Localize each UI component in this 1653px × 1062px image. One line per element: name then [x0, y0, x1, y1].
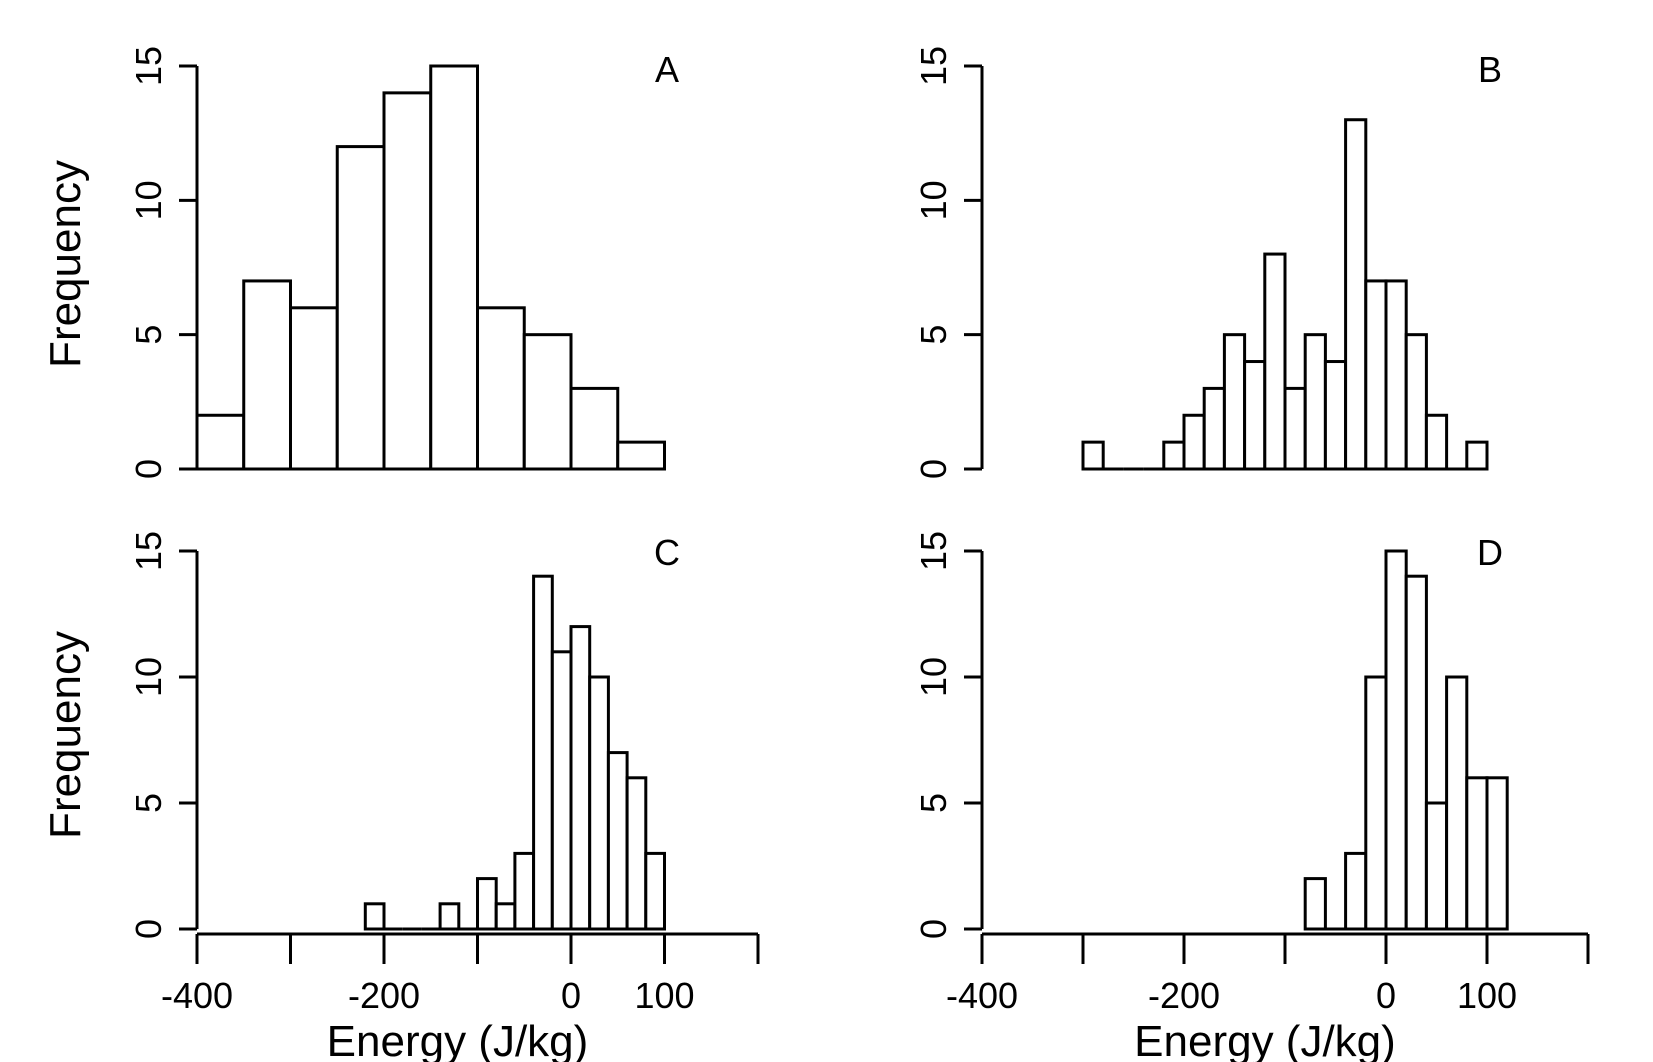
y-tick-label: 15 — [913, 46, 954, 86]
histogram-bar — [1344, 851, 1368, 931]
histogram-bar — [1384, 549, 1408, 931]
histogram-bar — [1303, 333, 1327, 471]
histogram-bar — [289, 306, 339, 471]
histogram-bar — [1465, 776, 1489, 931]
histogram-bar — [438, 902, 461, 931]
panel-label: D — [1477, 532, 1503, 573]
x-tick-label: -200 — [1148, 975, 1220, 1016]
histogram-bar — [1182, 413, 1206, 471]
histogram-bar — [1404, 574, 1428, 931]
histogram-bar — [1384, 279, 1408, 471]
y-tick-label: 5 — [128, 325, 169, 345]
histogram-bar — [550, 650, 573, 931]
histogram-bar — [1283, 386, 1307, 471]
histogram-bar — [335, 145, 386, 471]
histogram-bar — [1263, 252, 1287, 471]
histogram-bar — [494, 902, 517, 931]
y-axis-title: Frequency — [41, 631, 90, 839]
histogram-bar — [569, 625, 592, 931]
panel-b: 0 5 10 15 B — [913, 46, 1502, 479]
x-tick-label: 0 — [1376, 975, 1396, 1016]
histogram-bar — [1485, 776, 1509, 931]
y-tick-label: 5 — [128, 793, 169, 813]
y-axis-title: Frequency — [41, 160, 90, 368]
histogram-bar — [1243, 360, 1267, 471]
y-tick-label: 10 — [913, 657, 954, 697]
histogram-bar — [1222, 333, 1247, 471]
histogram-bar — [476, 306, 526, 471]
panel-a: 0 5 10 15 Frequency A — [41, 46, 679, 479]
histogram-bar — [1364, 675, 1388, 931]
histogram-bar — [1424, 801, 1449, 931]
x-tick-label: 100 — [1457, 975, 1517, 1016]
y-tick-label: 0 — [128, 919, 169, 939]
y-tick-label: 10 — [128, 180, 169, 220]
panel-d: 0 5 10 15 D -400 -200 0 100 Energy (J/kg) — [913, 531, 1590, 1062]
histogram-bar — [1465, 440, 1489, 471]
x-axis-title: Energy (J/kg) — [1134, 1017, 1396, 1062]
y-tick-label: 5 — [913, 325, 954, 345]
histogram-bar — [1364, 279, 1388, 471]
histogram-bar — [1202, 386, 1226, 471]
y-tick-label: 10 — [913, 180, 954, 220]
x-axis-title: Energy (J/kg) — [327, 1017, 589, 1062]
histogram-bar — [363, 902, 386, 931]
histogram-bar — [429, 64, 479, 471]
histogram-bar — [644, 851, 666, 931]
x-tick-label: 0 — [561, 975, 581, 1016]
histogram-bar — [625, 776, 648, 931]
y-tick-label: 0 — [128, 459, 169, 479]
panel-label: C — [654, 532, 680, 573]
panel-label: A — [655, 49, 679, 90]
panel-c: 0 5 10 15 Frequency C -400 -200 0 100 Energy (J/kg… — [41, 531, 760, 1062]
histogram-bar — [1445, 675, 1469, 931]
histogram-bar — [532, 574, 554, 931]
x-tick-label: 100 — [634, 975, 694, 1016]
histogram-bar — [1081, 440, 1105, 471]
histogram-bar — [569, 386, 620, 471]
histogram-bar — [1323, 360, 1348, 471]
panel-label: B — [1478, 49, 1502, 90]
y-tick-label: 0 — [913, 919, 954, 939]
y-tick-label: 15 — [128, 531, 169, 571]
histogram-bar — [1344, 118, 1368, 471]
y-tick-label: 10 — [128, 657, 169, 697]
histogram-bar — [1424, 413, 1449, 471]
histogram-bar — [242, 279, 292, 471]
x-tick-label: -400 — [161, 975, 233, 1016]
histogram-bar — [1303, 877, 1327, 931]
y-tick-label: 5 — [913, 793, 954, 813]
histogram-bar — [522, 333, 573, 471]
histogram-bar — [513, 851, 536, 931]
y-tick-label: 15 — [128, 46, 169, 86]
histogram-bar — [616, 440, 666, 471]
x-tick-label: -200 — [348, 975, 420, 1016]
y-tick-label: 15 — [913, 531, 954, 571]
x-tick-label: -400 — [946, 975, 1018, 1016]
histogram-bar — [195, 413, 246, 471]
histogram-bar — [382, 91, 433, 471]
histogram-bar — [1162, 440, 1186, 471]
y-tick-label: 0 — [913, 459, 954, 479]
histogram-bar — [476, 877, 498, 931]
histogram-bar — [1404, 333, 1428, 471]
histogram-bar — [588, 675, 610, 931]
histogram-bar — [606, 751, 629, 931]
